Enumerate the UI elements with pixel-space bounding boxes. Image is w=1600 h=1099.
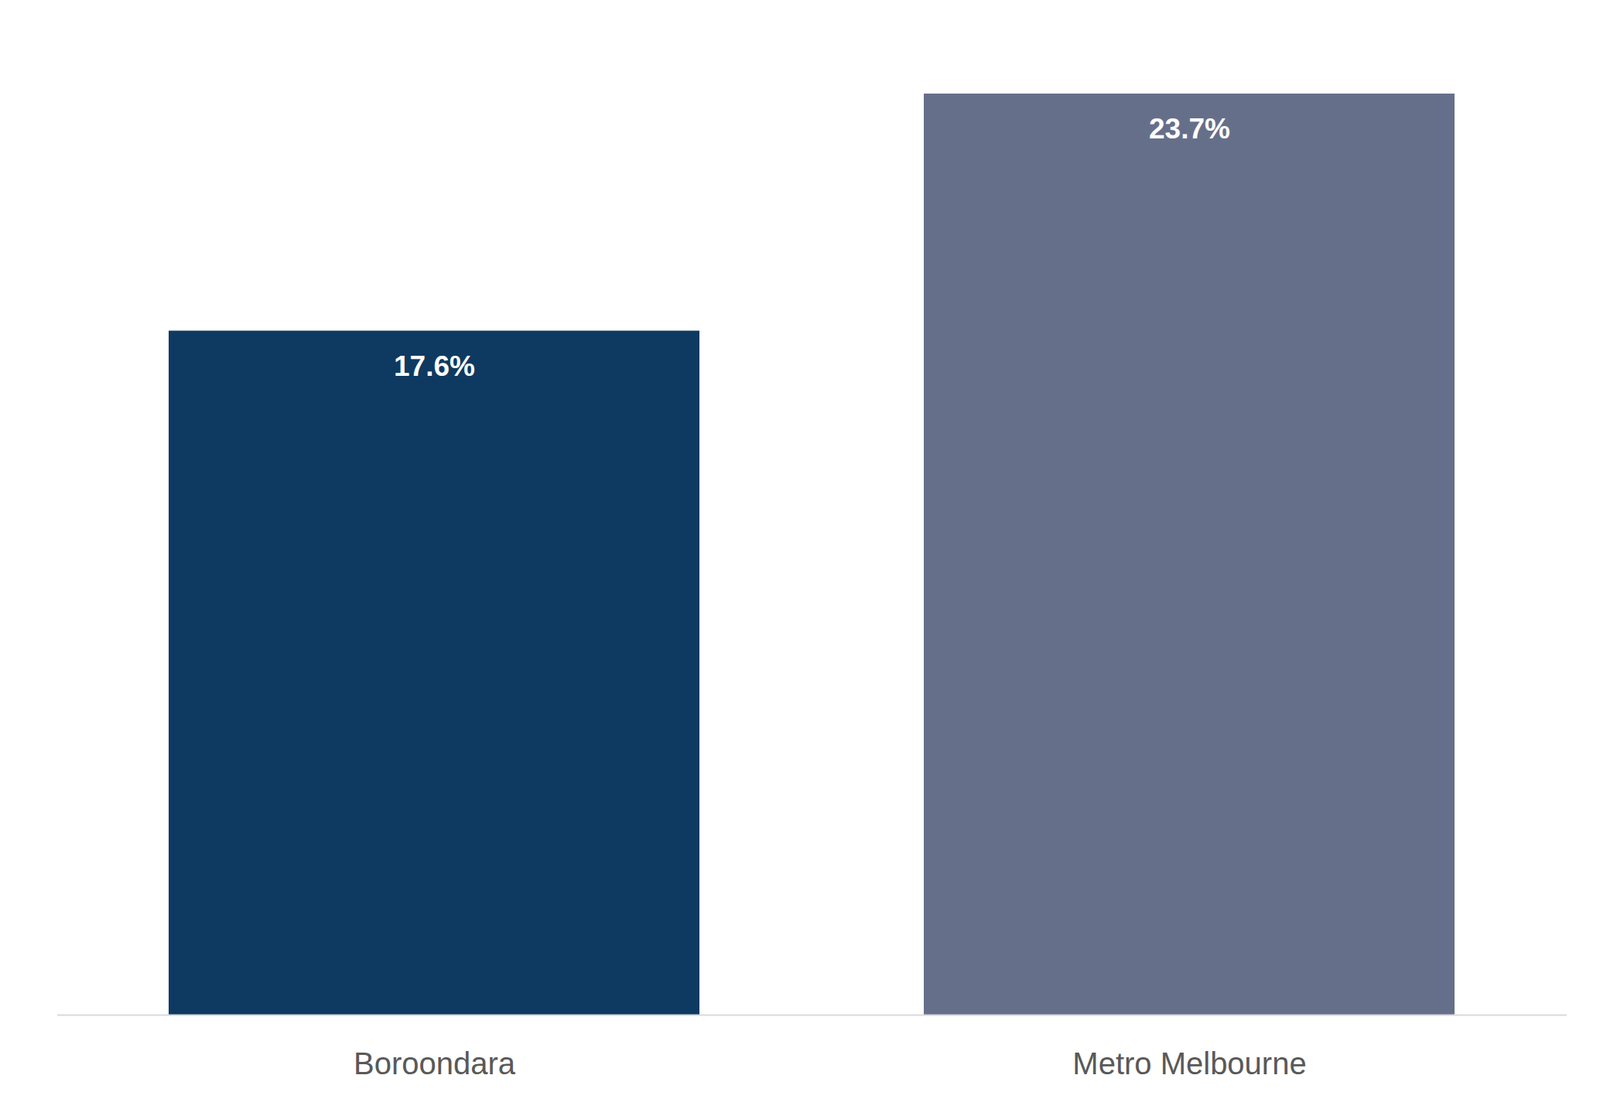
svg-text:23.7%: 23.7% xyxy=(1148,112,1231,145)
svg-text:17.6%: 17.6% xyxy=(393,350,476,383)
svg-text:Metro Melbourne: Metro Melbourne xyxy=(1072,1046,1306,1081)
svg-text:Boroondara: Boroondara xyxy=(353,1046,517,1081)
